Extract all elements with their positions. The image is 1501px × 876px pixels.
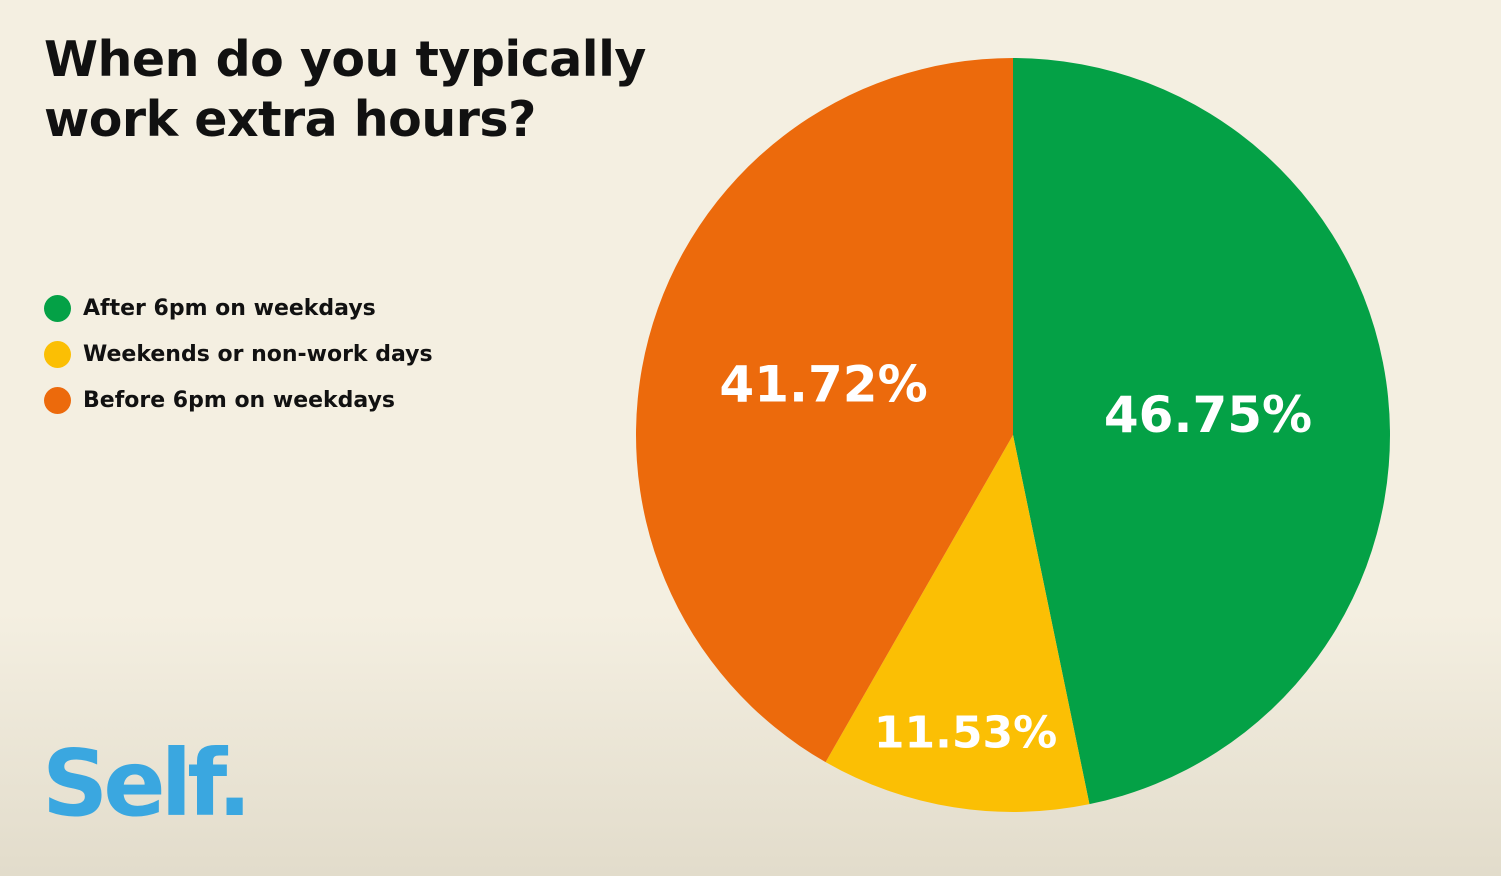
- pie-slice-1: [825, 435, 1090, 812]
- legend-swatch: [44, 386, 71, 414]
- legend: After 6pm on weekdays Weekends or non-wo…: [44, 285, 433, 423]
- legend-label: After 6pm on weekdays: [83, 295, 376, 321]
- legend-label: Weekends or non-work days: [83, 341, 433, 367]
- legend-item-after-6pm: After 6pm on weekdays: [44, 285, 433, 331]
- pie-slice-label-2: 41.72%: [719, 356, 927, 414]
- chart-title: When do you typically work extra hours?: [44, 31, 646, 148]
- pie-slice-0: [1013, 58, 1390, 805]
- pie-slice-2: [636, 58, 1013, 763]
- legend-item-before-6pm: Before 6pm on weekdays: [44, 377, 433, 423]
- legend-swatch: [44, 340, 71, 368]
- legend-item-weekends: Weekends or non-work days: [44, 331, 433, 377]
- legend-swatch: [44, 294, 71, 322]
- pie-slice-label-0: 46.75%: [1104, 386, 1312, 444]
- legend-label: Before 6pm on weekdays: [83, 387, 396, 413]
- self-logo: Self.: [42, 730, 252, 837]
- pie-slice-label-1: 11.53%: [874, 707, 1057, 758]
